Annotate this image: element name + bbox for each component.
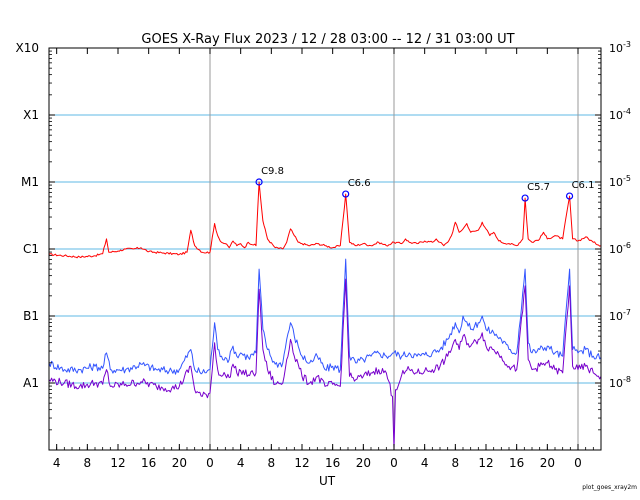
left-tick-label: A1 (23, 376, 39, 390)
chart-title: GOES X-Ray Flux 2023 / 12 / 28 03:00 -- … (141, 32, 514, 47)
flare-marker (521, 194, 529, 202)
x-tick-label: 4 (237, 456, 245, 470)
x-tick-label: 8 (452, 456, 460, 470)
x-tick-label: 12 (110, 456, 125, 470)
left-tick-label: C1 (23, 242, 39, 256)
x-tick-label: 20 (356, 456, 371, 470)
plot-credit: plot_goes_xray2m (582, 484, 637, 491)
day-boundary-lines (209, 48, 579, 450)
x-tick-label: 0 (206, 456, 214, 470)
left-tick-label: M1 (21, 175, 39, 189)
horizontal-grid (49, 114, 601, 384)
x-tick-label: 8 (84, 456, 92, 470)
right-tick-label: 10-3 (609, 40, 631, 55)
left-tick-label: X1 (23, 108, 39, 122)
x-tick-label: 20 (540, 456, 555, 470)
flare-label: C6.1 (572, 180, 595, 191)
x-tick-label: 4 (53, 456, 61, 470)
right-tick-label: 10-6 (609, 241, 631, 256)
x-tick-label: 20 (172, 456, 187, 470)
right-tick-label: 10-4 (609, 107, 631, 122)
flare-markers: C9.8 C6.6 C5.7 C6.1 (255, 166, 595, 202)
x-tick-label: 0 (574, 456, 582, 470)
x-tick-label: 16 (509, 456, 524, 470)
flare-label: C6.6 (348, 178, 371, 189)
flare-label: C9.8 (261, 166, 284, 177)
series-line-0 (48, 181, 602, 259)
right-tick-label: 10-8 (609, 375, 631, 390)
x-tick-label: 4 (421, 456, 429, 470)
left-axis: X10 X1 M1 C1 B1 A1 (16, 41, 55, 431)
right-axis: 10-3 10-4 10-5 10-6 10-7 10-8 (595, 40, 631, 431)
series-line-1 (48, 258, 602, 375)
x-tick-label: 8 (268, 456, 276, 470)
x-tick-label: 16 (141, 456, 156, 470)
x-axis-label: UT (319, 474, 336, 488)
x-tick-label: 12 (478, 456, 493, 470)
flare-marker (565, 192, 574, 200)
series-line-2 (48, 278, 602, 451)
flux-series (48, 181, 602, 451)
left-tick-label: X10 (16, 41, 40, 55)
x-tick-label: 0 (390, 456, 398, 470)
x-axis: 4 8 12 16 20 0 4 8 12 16 20 0 4 8 12 16 20 0 (48, 48, 602, 470)
flare-marker (255, 178, 263, 186)
left-tick-label: B1 (23, 309, 39, 323)
flare-marker (342, 190, 350, 198)
flare-label: C5.7 (527, 182, 550, 193)
right-tick-label: 10-5 (609, 174, 631, 189)
x-tick-label: 12 (294, 456, 309, 470)
right-tick-label: 10-7 (609, 308, 631, 323)
x-tick-label: 16 (325, 456, 340, 470)
